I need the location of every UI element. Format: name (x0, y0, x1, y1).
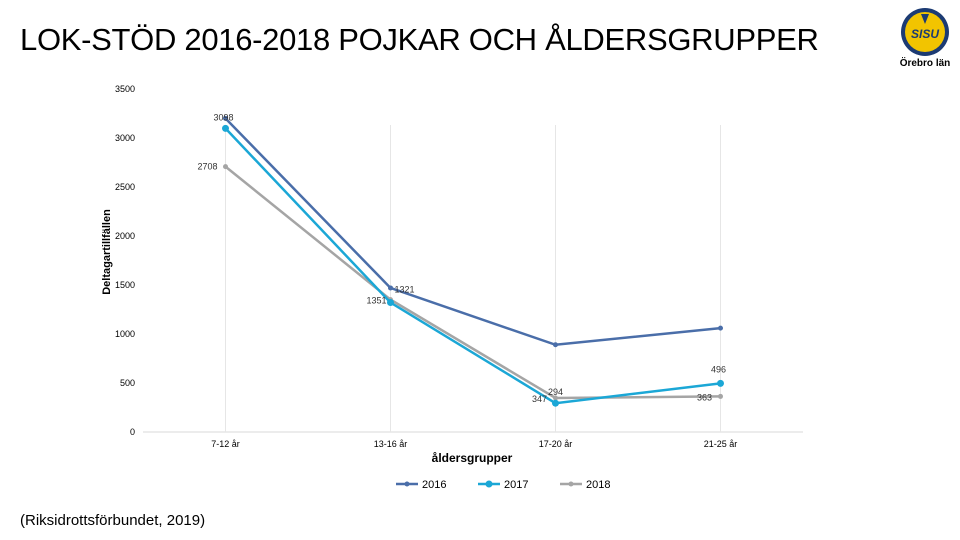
series-line-2016 (224, 117, 721, 347)
y-tick-label: 2500 (115, 182, 135, 192)
y-tick-label: 500 (120, 378, 135, 388)
y-tick-label: 1000 (115, 329, 135, 339)
data-point-2017 (387, 299, 394, 307)
logo-region-text: Örebro län (899, 58, 951, 69)
y-tick-label: 0 (130, 427, 135, 437)
y-tick-label: 2000 (115, 231, 135, 241)
data-label-2018: 2708 (197, 162, 217, 172)
x-axis-label: åldersgrupper (432, 451, 513, 465)
data-label-2017: 3098 (213, 112, 233, 122)
legend-label-2016: 2016 (422, 479, 446, 491)
data-label-2018: 1351 (366, 296, 386, 306)
data-point-2016 (223, 115, 228, 121)
data-point-2018 (553, 395, 558, 401)
x-tick-label: 17-20 år (539, 439, 573, 449)
data-point-2016 (553, 342, 558, 348)
data-label-2018: 347 (532, 394, 547, 404)
series-line-2018 (224, 165, 721, 400)
legend-marker-2017 (485, 480, 493, 488)
data-point-2016 (388, 285, 393, 291)
y-axis-label: Deltagartillfällen (101, 209, 113, 295)
data-point-2018 (223, 164, 228, 170)
data-label-2018: 363 (697, 392, 712, 402)
legend-label-2018: 2018 (586, 479, 610, 491)
legend-marker-2018 (568, 481, 574, 487)
chart-legend: 2016 2017 2018 (396, 479, 610, 491)
data-label-2017: 496 (711, 364, 726, 374)
y-axis-ticks: 0 500 1000 1500 2000 2500 3000 3500 (115, 84, 135, 437)
y-tick-label: 1500 (115, 280, 135, 290)
data-point-2017 (552, 399, 559, 407)
page-title: LOK-STÖD 2016-2018 POJKAR OCH ÅLDERSGRUP… (20, 22, 819, 57)
chart-gridlines (143, 125, 803, 433)
legend-marker-2016 (404, 481, 410, 487)
logo-badge-text: SISU (911, 27, 939, 41)
x-tick-label: 21-25 år (704, 439, 738, 449)
legend-label-2017: 2017 (504, 479, 528, 491)
data-point-2017 (222, 124, 229, 132)
x-tick-label: 13-16 år (374, 439, 408, 449)
y-tick-label: 3000 (115, 133, 135, 143)
data-label-2017: 294 (548, 387, 563, 397)
data-label-2017: 1321 (394, 285, 414, 295)
y-tick-label: 3500 (115, 84, 135, 94)
data-point-2016 (718, 325, 723, 331)
source-citation: (Riksidrottsförbundet, 2019) (20, 512, 206, 529)
data-point-2018 (718, 393, 723, 399)
x-tick-label: 7-12 år (211, 439, 240, 449)
chart-series (222, 115, 724, 407)
sisu-logo-icon: SISU (901, 8, 949, 56)
data-point-2017 (717, 379, 724, 387)
data-labels: 3098 1321 294 496 2708 1351 347 363 (197, 112, 726, 404)
x-axis-ticks: 7-12 år 13-16 år 17-20 år 21-25 år (211, 439, 737, 449)
series-line-2017 (224, 127, 721, 405)
